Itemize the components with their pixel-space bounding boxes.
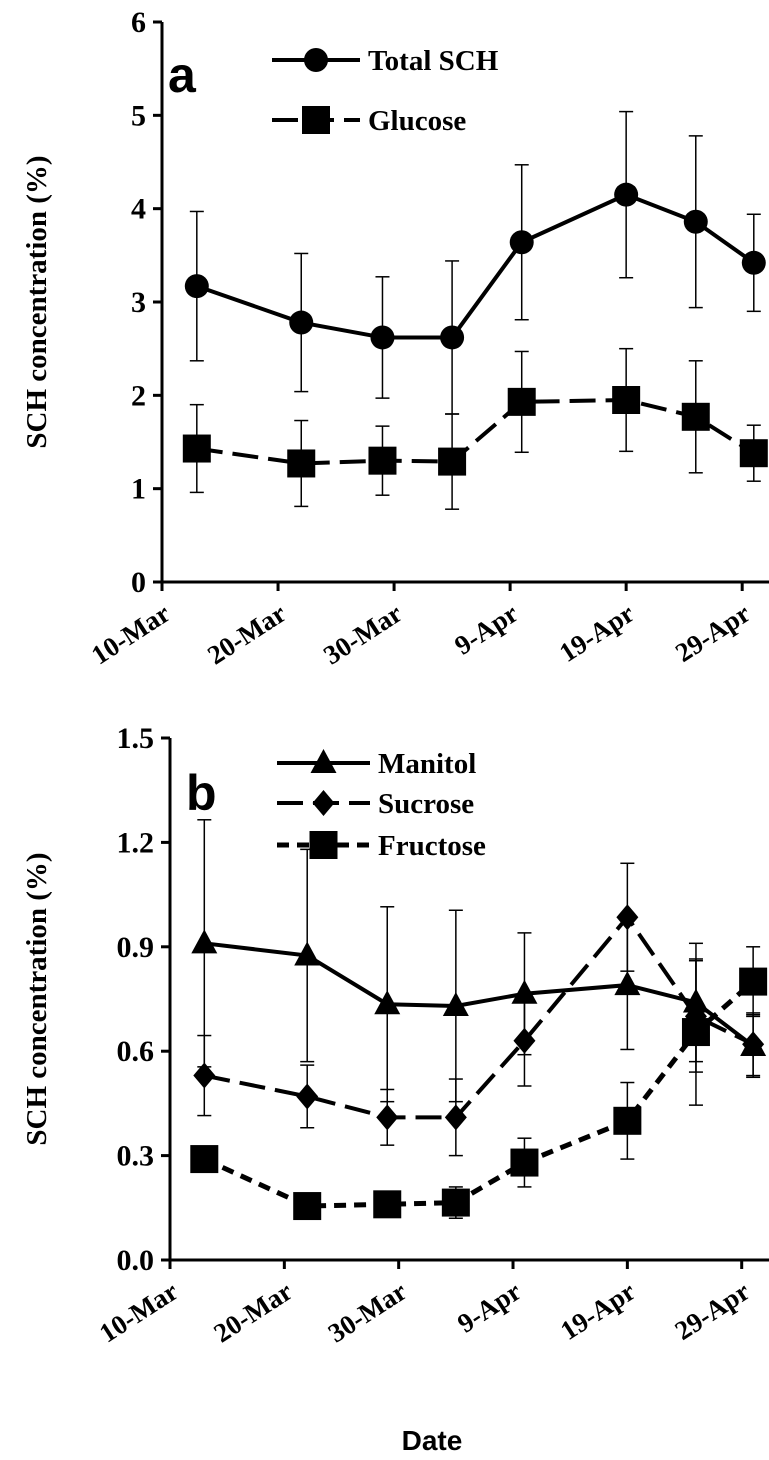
y-tick-label: 0.0 [117, 1244, 155, 1277]
marker [442, 991, 469, 1016]
marker [294, 941, 321, 966]
series-line [204, 941, 755, 1048]
series-line [203, 913, 755, 1120]
marker [741, 250, 766, 275]
legend-marker [302, 106, 330, 134]
x-tick-label: 9-Apr [449, 598, 523, 661]
legend-label: Glucose [368, 105, 466, 137]
marker [612, 386, 641, 414]
marker [373, 1190, 402, 1219]
x-tick-label: 20-Mar [208, 1276, 297, 1349]
x-tick-label: 30-Mar [318, 598, 407, 671]
marker [370, 325, 395, 350]
legend-marker [312, 790, 335, 816]
y-tick-label: 0.6 [117, 1035, 155, 1068]
marker [739, 439, 768, 468]
marker [614, 971, 641, 996]
marker [293, 1192, 322, 1221]
plot [182, 110, 768, 510]
marker [509, 230, 534, 255]
series-line [196, 192, 755, 340]
marker [681, 1018, 710, 1047]
marker [616, 904, 639, 931]
marker [184, 274, 209, 299]
y-tick-label: 4 [131, 193, 146, 226]
marker [513, 1027, 536, 1054]
panel-label: b [186, 765, 217, 821]
x-tick-label: 19-Apr [554, 598, 640, 668]
y-tick-label: 0 [131, 566, 146, 599]
y-tick-label: 0.9 [117, 931, 155, 964]
legend-label: Sucrose [378, 788, 474, 820]
y-tick-label: 1 [131, 473, 146, 506]
x-tick-label: 10-Mar [94, 1276, 183, 1349]
panel-label: a [168, 47, 197, 103]
marker [441, 1188, 470, 1217]
marker [376, 1104, 399, 1131]
marker [511, 979, 538, 1004]
legend-marker [304, 48, 328, 72]
marker [191, 929, 218, 954]
y-tick-label: 5 [131, 99, 146, 132]
legend-label: Total SCH [368, 45, 499, 77]
marker [742, 1031, 765, 1058]
y-axis-label: SCH concentration (%) [21, 852, 53, 1145]
marker [190, 1145, 219, 1174]
marker [613, 1106, 642, 1135]
x-tick-label: 29-Apr [669, 1276, 755, 1346]
marker [296, 1083, 319, 1110]
marker [289, 310, 314, 335]
y-axis-label: SCH concentration (%) [21, 155, 53, 448]
marker [368, 446, 397, 475]
marker [681, 402, 710, 431]
marker [507, 387, 536, 416]
marker [444, 1104, 467, 1131]
y-tick-label: 6 [131, 6, 146, 39]
marker [510, 1148, 539, 1177]
legend-label: Fructose [378, 830, 486, 862]
x-tick-label: 10-Mar [86, 598, 175, 671]
legend-label: Manitol [378, 748, 476, 780]
marker [374, 990, 401, 1015]
series-line [196, 397, 755, 466]
x-tick-label: 29-Apr [670, 598, 756, 668]
x-tick-label: 9-Apr [452, 1276, 526, 1339]
y-tick-label: 1.5 [117, 722, 155, 755]
marker [739, 967, 768, 996]
marker [614, 182, 639, 207]
legend-marker [310, 749, 337, 773]
y-tick-label: 3 [131, 286, 146, 319]
marker [182, 434, 211, 463]
y-tick-label: 1.2 [117, 826, 155, 859]
legend-marker [309, 831, 338, 859]
x-tick-label: 20-Mar [202, 598, 291, 671]
x-tick-label: 19-Apr [555, 1276, 641, 1346]
marker [193, 1062, 216, 1089]
y-tick-label: 2 [131, 379, 146, 412]
marker [440, 325, 465, 350]
y-tick-label: 0.3 [117, 1140, 155, 1173]
plot [190, 819, 768, 1221]
marker [683, 209, 708, 234]
x-axis-label: Date [402, 1425, 463, 1456]
marker [287, 449, 316, 478]
marker [438, 447, 467, 476]
x-tick-label: 30-Mar [323, 1276, 412, 1349]
